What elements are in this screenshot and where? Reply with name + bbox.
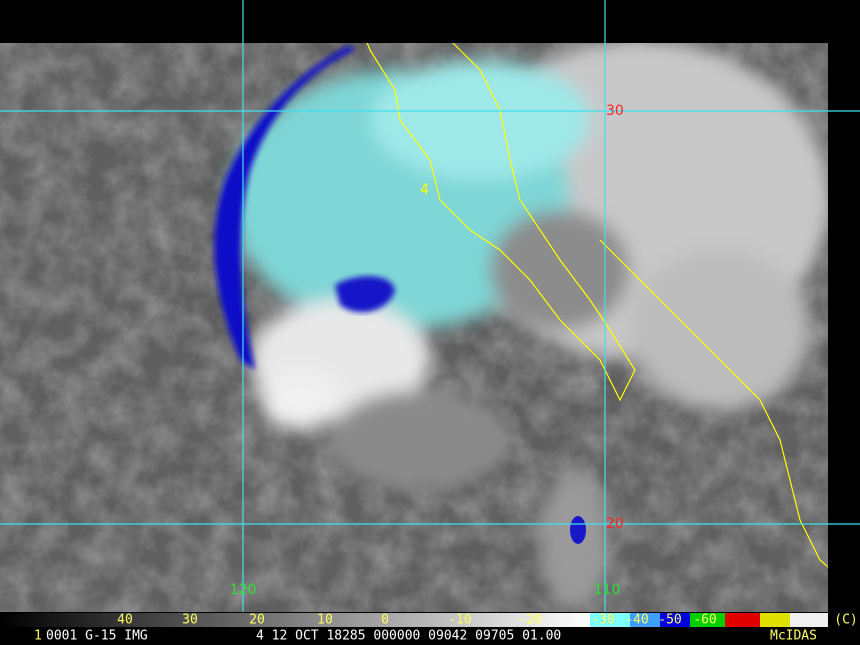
color-bar	[0, 613, 828, 627]
swatch	[590, 613, 630, 627]
scale-label: 20	[249, 613, 265, 628]
scale-label: 10	[317, 613, 333, 628]
storm-label: 4	[420, 182, 429, 198]
scale-label: -20	[518, 613, 541, 628]
scale-label: -10	[448, 613, 471, 628]
system: McIDAS	[770, 629, 817, 644]
copyright: (C)	[834, 613, 857, 628]
swatch	[630, 613, 660, 627]
grid-lines	[0, 0, 860, 612]
scale-label: -40	[625, 613, 648, 628]
swatch	[725, 613, 760, 627]
scale-label: 30	[182, 613, 198, 628]
lon-label: 120	[230, 582, 257, 598]
scale-label: -60	[693, 613, 716, 628]
swatch	[690, 613, 725, 627]
swatch	[660, 613, 690, 627]
coastline	[366, 43, 828, 568]
swatch	[790, 613, 828, 627]
frame: 1	[34, 629, 42, 644]
scale-label: -50	[658, 613, 681, 628]
color-bar-labels: 40 30 20 10 0 -10 -20 -30 -40 -50 -60	[117, 613, 717, 628]
gray-ramp	[0, 613, 590, 627]
lat-label: 20	[606, 516, 624, 532]
lon-label: 110	[594, 582, 621, 598]
image-info: 0001 G-15 IMG	[46, 629, 148, 644]
image-time: 4 12 OCT 18285 000000 09042 09705 01.00	[256, 629, 561, 644]
scale-label: -30	[591, 613, 614, 628]
scale-label: 40	[117, 613, 133, 628]
scale-label: 0	[381, 613, 389, 628]
lat-label: 30	[606, 103, 624, 119]
swatch	[760, 613, 790, 627]
